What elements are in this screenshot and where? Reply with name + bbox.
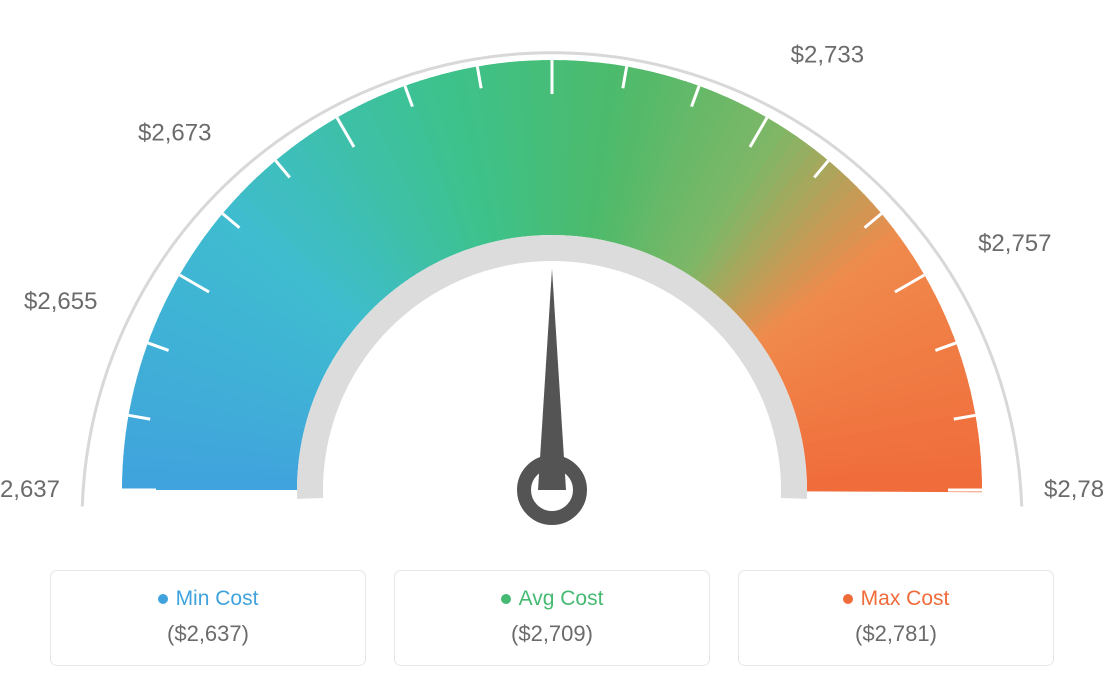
tick-label: $2,673 (138, 120, 211, 148)
max-dot (843, 594, 853, 604)
tick-label: $2,733 (791, 42, 864, 70)
tick-label: $2,655 (24, 288, 97, 316)
legend: Min Cost ($2,637) Avg Cost ($2,709) Max … (50, 570, 1054, 666)
avg-cost-value: ($2,709) (419, 621, 685, 647)
avg-dot (501, 594, 511, 604)
cost-gauge: $2,637$2,655$2,673$2,709$2,733$2,757$2,7… (0, 0, 1104, 560)
min-cost-label: Min Cost (176, 587, 259, 611)
avg-cost-card: Avg Cost ($2,709) (394, 570, 710, 666)
max-cost-card: Max Cost ($2,781) (738, 570, 1054, 666)
max-cost-label: Max Cost (861, 587, 950, 611)
min-cost-value: ($2,637) (75, 621, 341, 647)
tick-label: $2,757 (978, 230, 1051, 258)
max-cost-value: ($2,781) (763, 621, 1029, 647)
tick-label: $2,637 (0, 476, 60, 504)
tick-label: $2,781 (1044, 476, 1104, 504)
min-cost-card: Min Cost ($2,637) (50, 570, 366, 666)
avg-cost-label: Avg Cost (519, 587, 604, 611)
min-dot (158, 594, 168, 604)
